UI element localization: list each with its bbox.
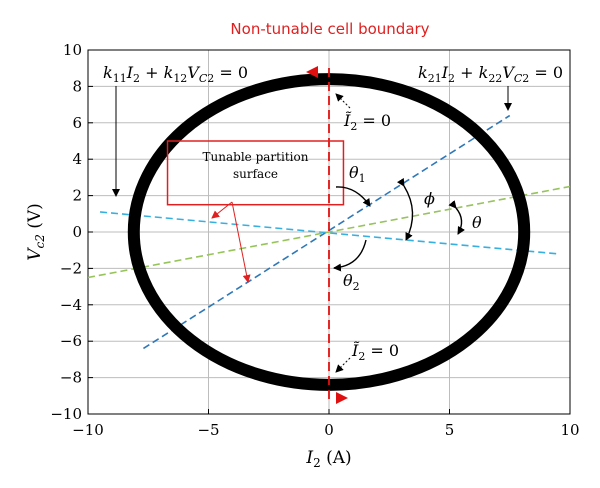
- data-marks: [87, 68, 571, 400]
- tunable-partition-box: [166, 140, 345, 206]
- y-tick-label: −2: [60, 259, 82, 277]
- x-tick-label: 0: [324, 421, 334, 439]
- x-axis-label: I2 (A): [305, 448, 351, 470]
- chart-title: Non-tunable cell boundary: [230, 20, 429, 38]
- y-tick-label: −10: [50, 405, 82, 423]
- theta1-label: θ1: [349, 163, 366, 185]
- theta-arc: [448, 200, 465, 235]
- y-axis-label: Vc2 (V): [25, 203, 47, 261]
- y-tick-label: −4: [60, 296, 82, 314]
- i2-zero-top: Ĩ2 = 0: [335, 93, 391, 133]
- y-tick-label: 2: [72, 187, 82, 205]
- box-pointer-2: [231, 201, 251, 283]
- boundary-arrow-top: [306, 66, 318, 78]
- theta2-arc: [333, 239, 367, 272]
- x-tick-labels: −10 −5 0 5 10: [72, 421, 579, 439]
- x-tick-label: −10: [72, 421, 104, 439]
- box-label-line2: surface: [233, 167, 278, 181]
- phi-label: ϕ: [424, 189, 435, 208]
- svg-text:k11I2 + k12VC2 = 0: k11I2 + k12VC2 = 0: [103, 63, 248, 85]
- x-tick-label: 10: [560, 421, 579, 439]
- y-tick-labels: −10 −8 −6 −4 −2 0 2 4 6 8 10: [50, 41, 82, 423]
- ticks: [87, 49, 571, 415]
- equation-right: k21I2 + k22VC2 = 0: [418, 63, 563, 111]
- series-line-3: [87, 185, 571, 279]
- theta2-label: θ2: [343, 271, 360, 293]
- svg-text:k21I2 + k22VC2 = 0: k21I2 + k22VC2 = 0: [418, 63, 563, 85]
- boundary-arrow-bottom: [336, 392, 348, 404]
- y-tick-label: 0: [72, 223, 82, 241]
- theta1-arc: [335, 186, 371, 207]
- x-tick-label: 5: [445, 421, 455, 439]
- box-label-line1: Tunable partition: [203, 150, 309, 164]
- i2-zero-bottom: Ĩ2 = 0: [335, 340, 399, 373]
- svg-text:Ĩ2 = 0: Ĩ2 = 0: [343, 110, 391, 133]
- svg-text:Ĩ2 = 0: Ĩ2 = 0: [351, 340, 399, 363]
- phi-arc: [396, 177, 414, 241]
- y-tick-label: 10: [63, 41, 82, 59]
- y-tick-label: −6: [60, 332, 82, 350]
- y-tick-label: 4: [72, 150, 82, 168]
- y-tick-label: 6: [72, 114, 82, 132]
- x-tick-label: −5: [197, 421, 219, 439]
- y-tick-label: 8: [72, 77, 82, 95]
- series-line-1: [143, 114, 511, 350]
- theta-label: θ: [472, 213, 482, 232]
- equation-left: k11I2 + k12VC2 = 0: [103, 63, 248, 197]
- y-tick-label: −8: [60, 369, 82, 387]
- box-pointer-1: [211, 201, 233, 219]
